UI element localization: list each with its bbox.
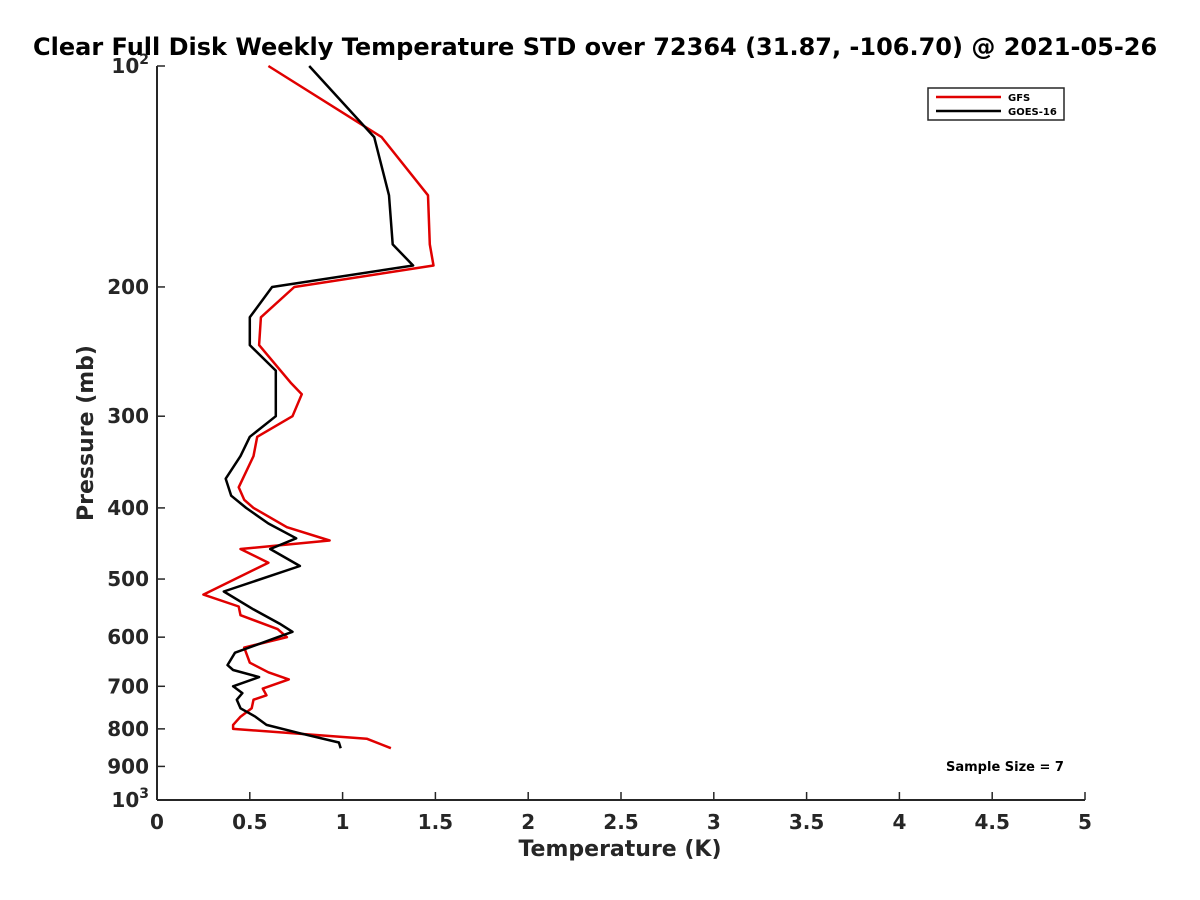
x-tick-label: 4	[892, 810, 906, 834]
chart-title: Clear Full Disk Weekly Temperature STD o…	[33, 33, 1157, 61]
legend-label-gfs: GFS	[1008, 93, 1030, 104]
x-tick-label: 2	[521, 810, 535, 834]
y-axis-ticks: 102 200 300 400 500 600 700 800 900 103	[107, 52, 165, 812]
x-axis-ticks: 0 0.5 1 1.5 2 2.5 3 3.5 4 4.5 5	[150, 792, 1092, 834]
legend-label-goes16: GOES-16	[1008, 107, 1057, 118]
x-tick-label: 5	[1078, 810, 1092, 834]
y-tick-label: 600	[107, 625, 149, 649]
x-axis-label: Temperature (K)	[518, 837, 721, 862]
series-line-goes16	[222, 65, 415, 749]
y-tick-label: 900	[107, 754, 149, 778]
y-tick-label: 300	[107, 404, 149, 428]
series-line-gfs	[202, 64, 435, 750]
x-tick-label: 4.5	[974, 810, 1009, 834]
plot-area	[202, 64, 435, 750]
x-tick-label: 2.5	[603, 810, 638, 834]
y-axis-label: Pressure (mb)	[74, 345, 99, 521]
x-tick-label: 0.5	[232, 810, 267, 834]
x-tick-label: 1	[336, 810, 350, 834]
y-tick-label: 102	[111, 52, 149, 78]
x-tick-label: 0	[150, 810, 164, 834]
y-tick-label: 103	[111, 786, 149, 812]
y-tick-label: 500	[107, 567, 149, 591]
y-tick-label: 400	[107, 496, 149, 520]
y-tick-label: 700	[107, 674, 149, 698]
x-tick-label: 3	[707, 810, 721, 834]
x-tick-label: 3.5	[789, 810, 824, 834]
legend-box	[927, 87, 1065, 121]
x-tick-label: 1.5	[418, 810, 453, 834]
sample-size-annotation: Sample Size = 7	[946, 760, 1064, 775]
legend: GFS GOES-16	[927, 87, 1065, 121]
y-tick-label: 800	[107, 717, 149, 741]
y-tick-label: 200	[107, 275, 149, 299]
